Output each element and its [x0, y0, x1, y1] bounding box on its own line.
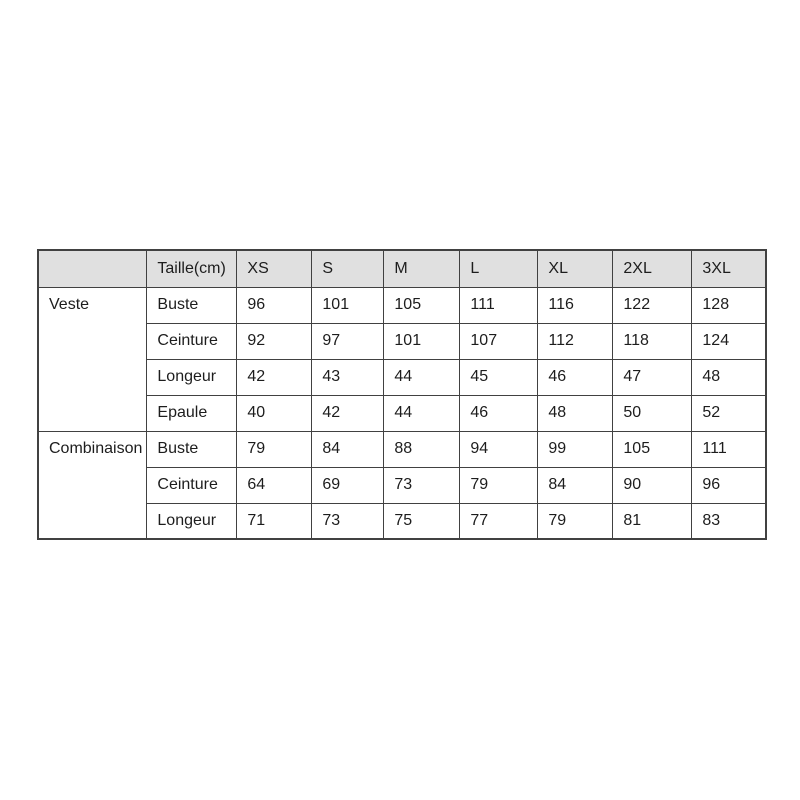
- value-cell-m: 101: [383, 322, 461, 360]
- header-cell-taille-cm: Taille(cm): [146, 249, 238, 288]
- value-cell-l: 107: [459, 322, 539, 360]
- header-cell-3xl: 3XL: [691, 249, 767, 288]
- value-cell-2xl: 50: [612, 394, 693, 432]
- size-chart-table: Taille(cm) XS S M L XL 2XL 3XL Veste Buste 96 101 1…: [37, 249, 767, 540]
- header-cell-s: S: [311, 249, 385, 288]
- value-cell-s: 42: [311, 394, 385, 432]
- value-cell-3xl: 48: [691, 358, 767, 396]
- value-cell-2xl: 105: [612, 430, 693, 468]
- value-cell-2xl: 47: [612, 358, 693, 396]
- value-cell-m: 73: [383, 466, 461, 504]
- value-cell-3xl: 52: [691, 394, 767, 432]
- table-row: Ceinture 92 97 101 107 112 118 124: [38, 322, 767, 360]
- value-cell-s: 101: [311, 286, 385, 324]
- value-cell-l: 94: [459, 430, 539, 468]
- value-cell-m: 44: [383, 394, 461, 432]
- value-cell-3xl: 128: [691, 286, 767, 324]
- header-cell-xs: XS: [236, 249, 313, 288]
- row-label-cell: Epaule: [146, 394, 238, 432]
- value-cell-xs: 42: [236, 358, 313, 396]
- value-cell-xl: 48: [537, 394, 614, 432]
- value-cell-xl: 116: [537, 286, 614, 324]
- value-cell-m: 44: [383, 358, 461, 396]
- value-cell-m: 105: [383, 286, 461, 324]
- table-row: Combinaison Buste 79 84 88 94 99 105 111: [37, 430, 767, 540]
- value-cell-3xl: 111: [691, 430, 767, 468]
- row-label-cell: Longeur: [146, 502, 238, 540]
- table-row: Epaule 40 42 44 46 48 50 52: [38, 394, 767, 432]
- group-cell-combinaison: Combinaison: [37, 430, 148, 540]
- value-cell-m: 88: [383, 430, 461, 468]
- value-cell-xs: 40: [236, 394, 313, 432]
- value-cell-xs: 96: [236, 286, 313, 324]
- value-cell-xl: 84: [537, 466, 614, 504]
- value-cell-l: 79: [459, 466, 539, 504]
- group-label: Combinaison: [49, 439, 143, 457]
- value-cell-xl: 99: [537, 430, 614, 468]
- value-cell-s: 43: [311, 358, 385, 396]
- value-cell-l: 77: [459, 502, 539, 540]
- table-row: Longeur 42 43 44 45 46 47 48: [38, 358, 767, 396]
- value-cell-2xl: 90: [612, 466, 693, 504]
- value-cell-s: 69: [311, 466, 385, 504]
- value-cell-xl: 79: [537, 502, 614, 540]
- value-cell-xs: 64: [236, 466, 313, 504]
- group-cell-veste: Veste: [37, 286, 148, 432]
- value-cell-2xl: 122: [612, 286, 693, 324]
- header-cell-m: M: [383, 249, 461, 288]
- row-label-cell: Longeur: [146, 358, 238, 396]
- table-row: Longeur 71 73 75 77 79 81 83: [38, 502, 767, 540]
- value-cell-xs: 92: [236, 322, 313, 360]
- value-cell-m: 75: [383, 502, 461, 540]
- value-cell-3xl: 124: [691, 322, 767, 360]
- value-cell-3xl: 96: [691, 466, 767, 504]
- header-cell-xl: XL: [537, 249, 614, 288]
- value-cell-xl: 46: [537, 358, 614, 396]
- value-cell-l: 111: [459, 286, 539, 324]
- row-label-cell: Ceinture: [146, 322, 238, 360]
- group-label: Veste: [49, 295, 90, 313]
- table-body: Veste Buste 96 101 105 111 116 122 128 Ceinture 92…: [37, 286, 767, 540]
- table-row: Veste Buste 96 101 105 111 116 122 128: [37, 286, 767, 432]
- value-cell-xl: 112: [537, 322, 614, 360]
- header-cell-blank: [37, 249, 148, 288]
- value-cell-xs: 79: [236, 430, 313, 468]
- value-cell-s: 84: [311, 430, 385, 468]
- header-cell-l: L: [459, 249, 539, 288]
- row-label-cell: Buste: [146, 286, 238, 324]
- row-label-cell: Buste: [146, 430, 238, 468]
- header-cell-2xl: 2XL: [612, 249, 693, 288]
- value-cell-xs: 71: [236, 502, 313, 540]
- value-cell-l: 45: [459, 358, 539, 396]
- table-row: Ceinture 64 69 73 79 84 90 96: [38, 466, 767, 504]
- value-cell-s: 73: [311, 502, 385, 540]
- value-cell-l: 46: [459, 394, 539, 432]
- value-cell-2xl: 81: [612, 502, 693, 540]
- value-cell-s: 97: [311, 322, 385, 360]
- value-cell-2xl: 118: [612, 322, 693, 360]
- header-row: Taille(cm) XS S M L XL 2XL 3XL: [37, 249, 767, 288]
- row-label-cell: Ceinture: [146, 466, 238, 504]
- value-cell-3xl: 83: [691, 502, 767, 540]
